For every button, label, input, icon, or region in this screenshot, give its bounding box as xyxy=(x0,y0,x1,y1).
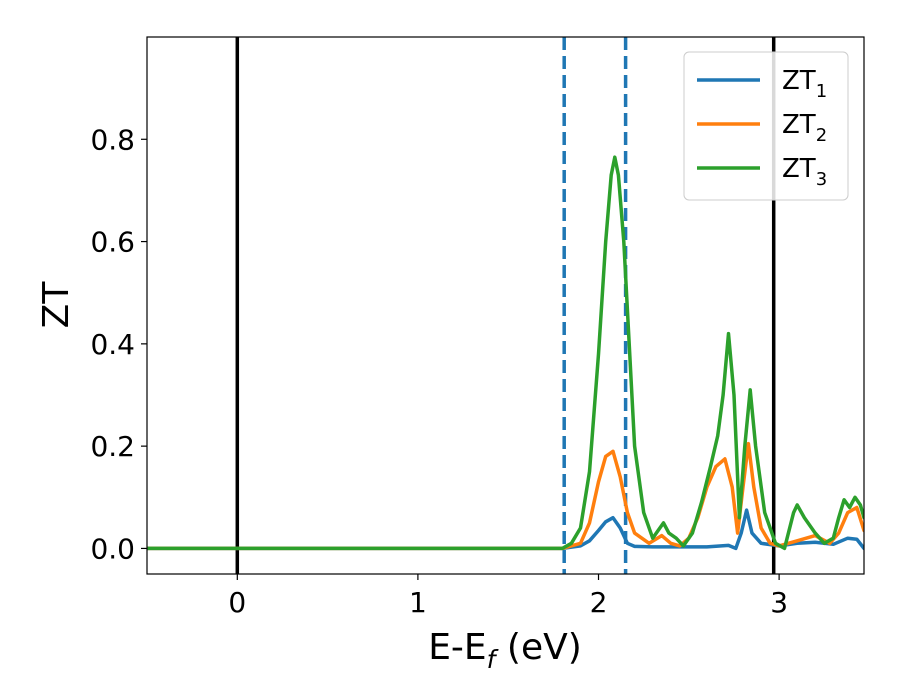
x-tick-label: 0 xyxy=(228,586,246,619)
y-tick-label: 0.4 xyxy=(90,328,135,361)
y-tick-label: 0.0 xyxy=(90,532,135,565)
y-axis: 0.0 0.2 0.4 0.6 0.8 xyxy=(90,123,147,565)
legend-label-zt2: ZT2 xyxy=(782,110,827,146)
y-axis-label: ZT xyxy=(36,281,77,329)
y-tick-label: 0.6 xyxy=(90,226,135,259)
y-tick-label: 0.8 xyxy=(90,123,135,156)
x-tick-label: 3 xyxy=(770,586,788,619)
series-line-zt3 xyxy=(147,155,864,551)
x-tick-label: 1 xyxy=(409,586,427,619)
legend-box xyxy=(683,51,849,201)
legend-label-zt1: ZT1 xyxy=(782,66,827,102)
legend: ZT1 ZT2 ZT3 xyxy=(683,51,849,201)
x-axis: 0 1 2 3 xyxy=(228,574,788,619)
series-line-zt2 xyxy=(147,441,864,551)
x-axis-label: E-Ef (eV) xyxy=(428,627,582,674)
plot-frame xyxy=(146,36,865,575)
x-tick-label: 2 xyxy=(590,586,608,619)
legend-label-zt3: ZT3 xyxy=(782,154,827,190)
series-layer xyxy=(147,155,864,551)
series-line-zt1 xyxy=(147,508,864,551)
y-tick-label: 0.2 xyxy=(90,430,135,463)
